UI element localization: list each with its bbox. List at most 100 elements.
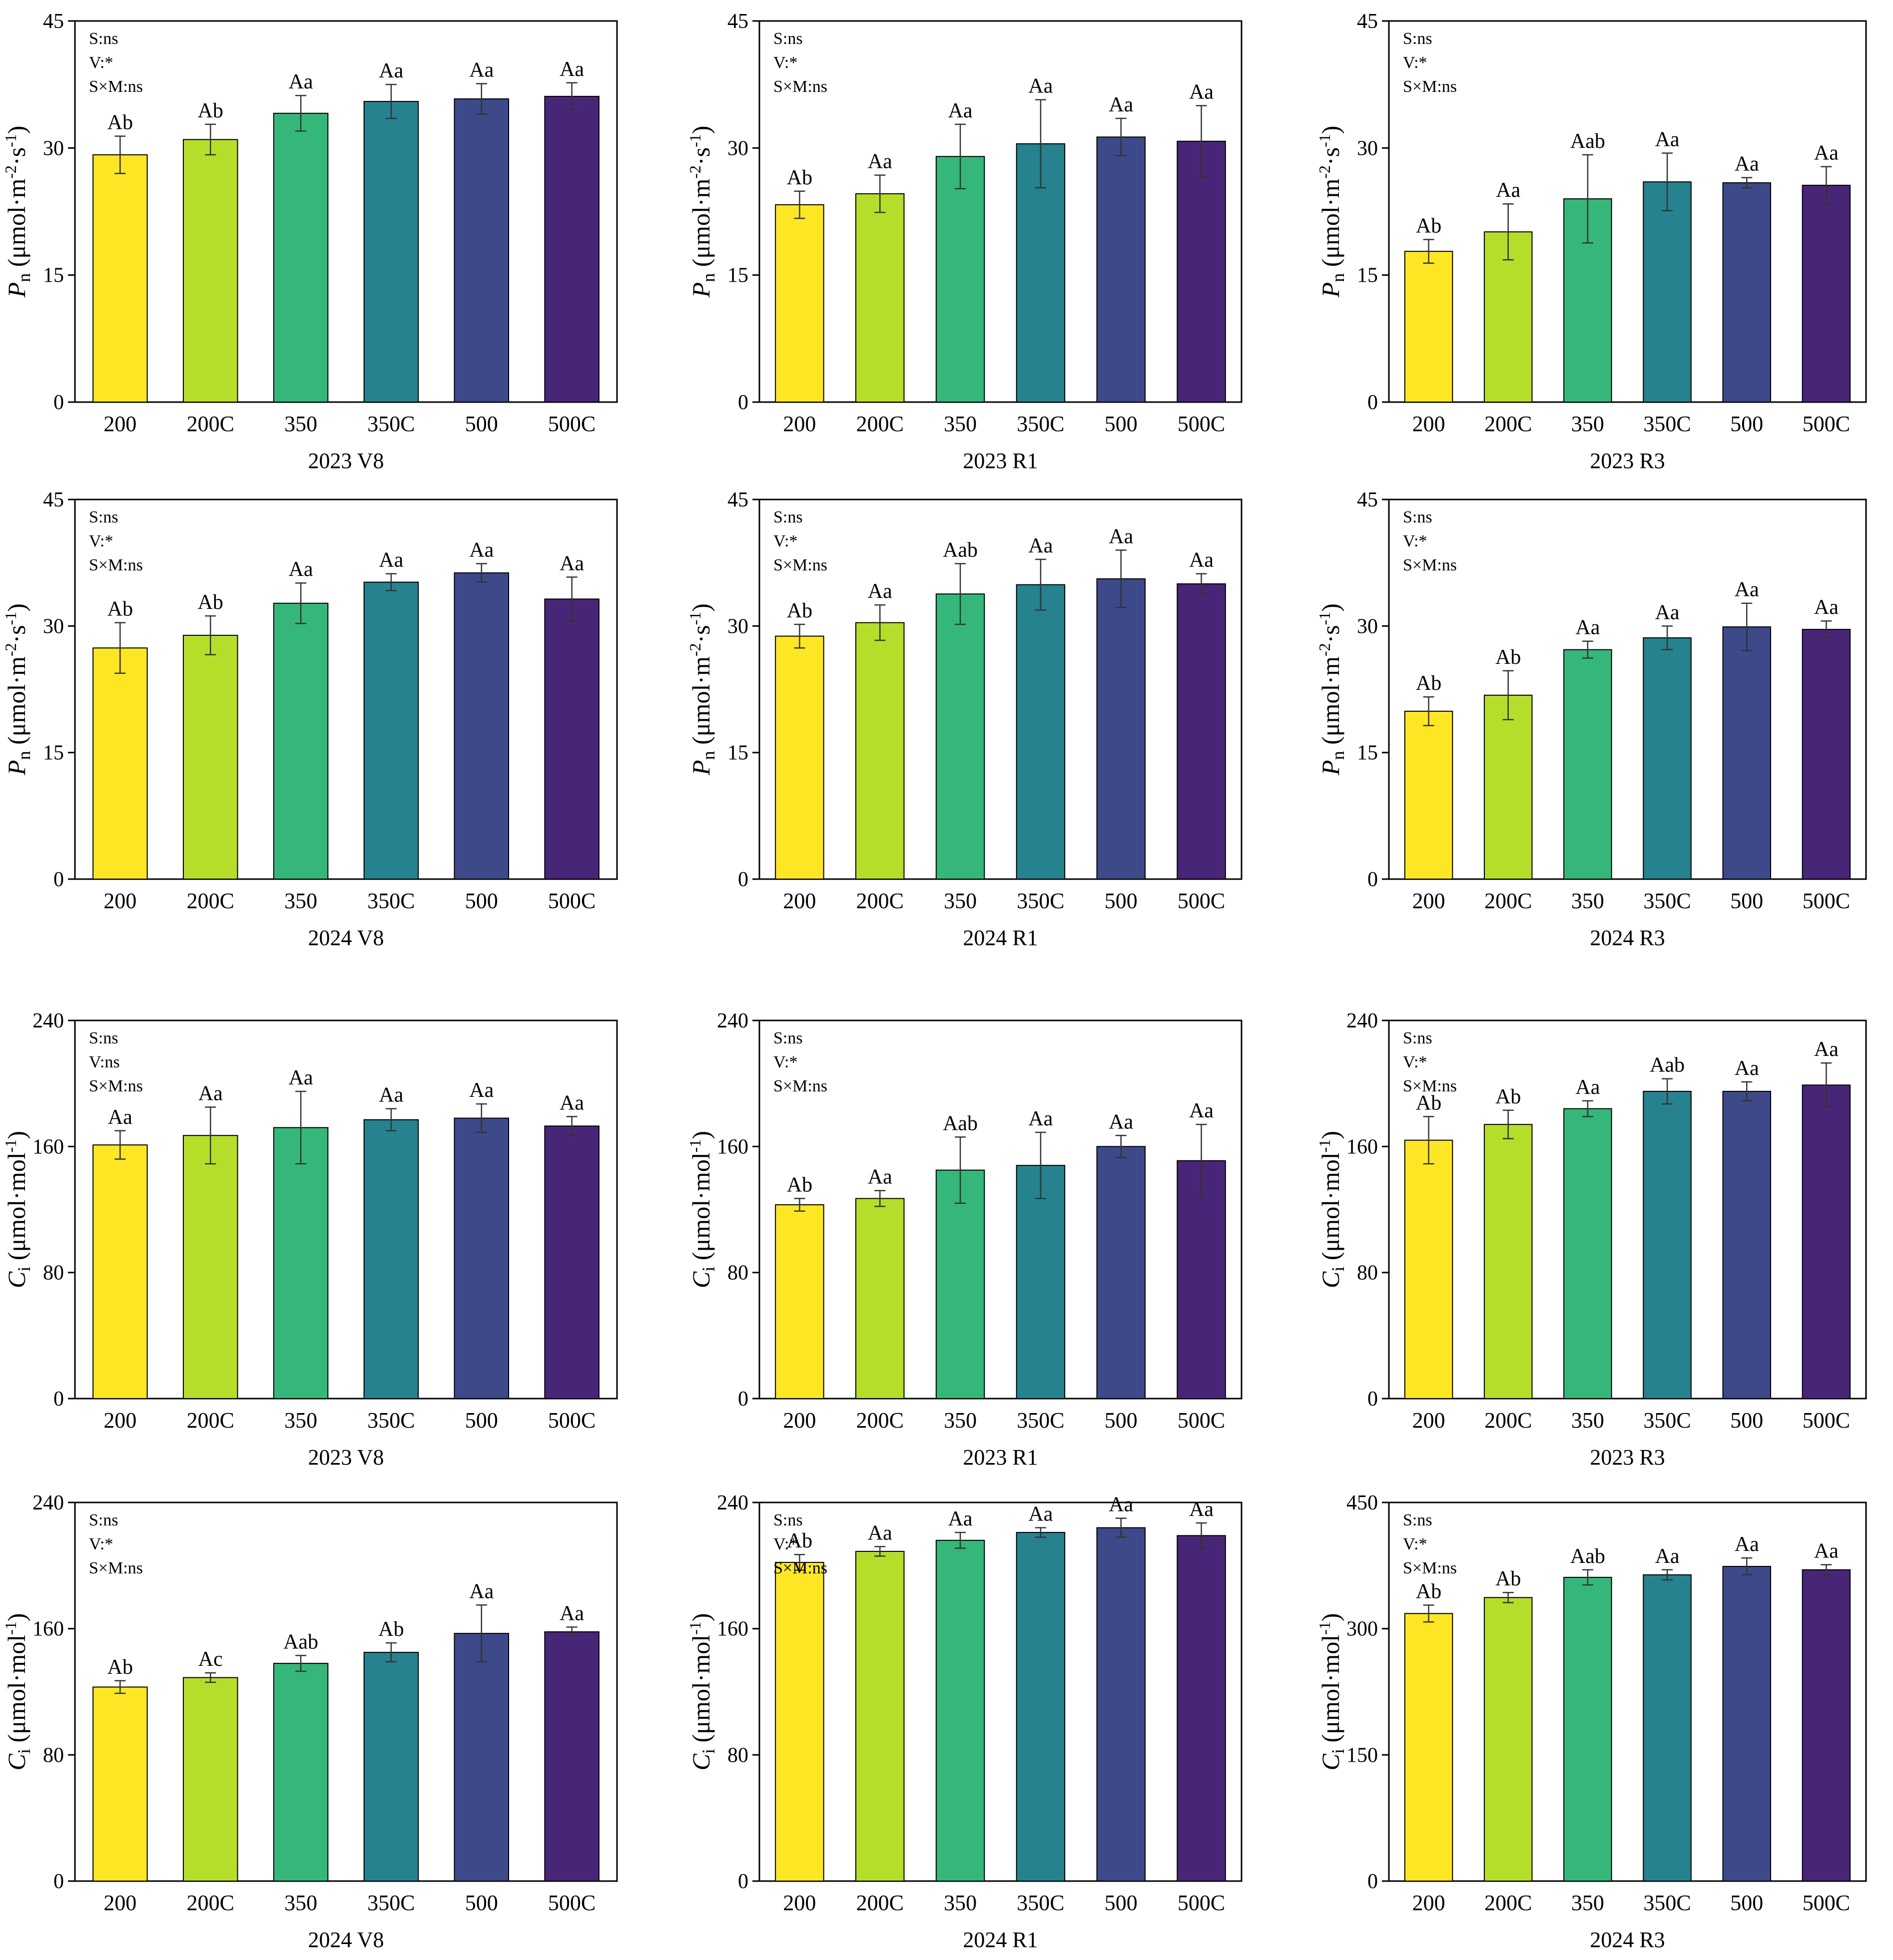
bar-200 xyxy=(92,1144,148,1400)
significance-letter: Aa xyxy=(198,1082,223,1105)
y-axis-label: Ci (μmol·mol-1) xyxy=(1315,1613,1348,1771)
bar-500c xyxy=(1802,1569,1851,1882)
bar-500 xyxy=(454,1633,509,1882)
x-tick-label: 350C xyxy=(1643,412,1691,436)
bar-350c xyxy=(363,581,419,880)
bar-350c xyxy=(363,101,419,403)
y-tick-label: 15 xyxy=(1357,264,1378,287)
stats-annotation: S:ns xyxy=(773,1511,803,1529)
x-tick-label: 200 xyxy=(783,412,816,436)
bar-350c xyxy=(1643,181,1692,403)
significance-letter: Aa xyxy=(1028,1107,1053,1130)
x-tick-label: 500C xyxy=(1803,412,1850,436)
x-tick-label: 500 xyxy=(1105,1408,1138,1433)
y-tick-label: 240 xyxy=(32,1009,64,1032)
stats-annotation: V:* xyxy=(773,1053,797,1071)
x-tick-label: 350 xyxy=(944,1408,977,1433)
bar-500c xyxy=(1177,583,1226,880)
panel-title: 2023 R1 xyxy=(963,449,1038,473)
panel-title: 2024 R3 xyxy=(1590,926,1665,950)
stats-annotation: V:* xyxy=(773,1535,797,1553)
stats-annotation: S×M:ns xyxy=(89,1077,143,1095)
x-tick-label: 200 xyxy=(783,889,816,913)
chart-panel-9: 0 80 160 240 Ab 200 Ab 200C Aa 350 Aab 350C Aa 500 Aa 5… xyxy=(1315,1009,1867,1470)
x-tick-label: 350C xyxy=(1643,1408,1691,1433)
bar-350c xyxy=(1016,1165,1066,1400)
x-tick-label: 350C xyxy=(1643,1891,1691,1915)
stats-annotation: S×M:ns xyxy=(1403,556,1457,574)
significance-letter: Ab xyxy=(1416,672,1441,695)
x-tick-label: 200C xyxy=(187,1408,234,1433)
significance-letter: Ab xyxy=(787,599,812,622)
y-tick-label: 0 xyxy=(738,1388,748,1411)
y-tick-label: 0 xyxy=(53,1870,64,1893)
chart-panel-3: 0 15 30 45 Ab 200 Aa 200C Aab 350 Aa 350C Aa 500 Aa 500… xyxy=(1315,10,1867,473)
x-tick-label: 200 xyxy=(783,1408,816,1433)
significance-letter: Aa xyxy=(1028,75,1053,98)
x-tick-label: 350C xyxy=(1017,889,1064,913)
y-tick-label: 160 xyxy=(32,1618,64,1641)
stats-annotation: V:* xyxy=(1403,532,1427,550)
significance-letter: Aa xyxy=(560,1091,584,1114)
significance-letter: Ab xyxy=(107,1656,133,1679)
chart-panel-12: 0 150 300 450 Ab 200 Ab 200C Aab 350 Aa 350C Aa 500 Aa… xyxy=(1315,1491,1867,1952)
bar-500c xyxy=(544,1631,600,1882)
significance-letter: Aa xyxy=(1189,1099,1214,1122)
y-tick-label: 30 xyxy=(727,615,748,638)
stats-annotation: S×M:ns xyxy=(773,1077,827,1095)
x-tick-label: 500C xyxy=(1178,889,1225,913)
significance-letter: Ab xyxy=(1416,1580,1441,1603)
significance-letter: Aa xyxy=(108,1106,132,1129)
bar-350c xyxy=(1016,1532,1066,1882)
bar-200c xyxy=(1484,694,1533,880)
significance-letter: Ab xyxy=(198,99,223,122)
stats-annotation: V:* xyxy=(89,532,113,550)
bar-200 xyxy=(1404,710,1453,880)
plot-frame xyxy=(1388,498,1867,880)
panel-title: 2023 V8 xyxy=(308,449,384,473)
significance-letter: Aa xyxy=(868,580,892,603)
bar-350 xyxy=(1563,649,1612,880)
x-tick-label: 350C xyxy=(1643,889,1691,913)
y-axis-label: Pn (μmol·m-2·s-1) xyxy=(1,126,34,298)
bar-500c xyxy=(544,1125,600,1399)
stats-annotation: V:* xyxy=(89,53,113,72)
y-tick-label: 0 xyxy=(53,868,64,891)
plot-frame xyxy=(758,498,1243,880)
x-tick-label: 200C xyxy=(856,1891,904,1915)
x-tick-label: 350C xyxy=(1017,412,1064,436)
bar-200c xyxy=(183,634,238,880)
y-axis-label: Pn (μmol·m-2·s-1) xyxy=(1315,603,1348,776)
significance-letter: Aa xyxy=(1655,128,1680,151)
significance-letter: Ab xyxy=(1495,1085,1521,1108)
significance-letter: Aa xyxy=(1655,1545,1680,1568)
chart-panel-8: 0 80 160 240 Ab 200 Aa 200C Aab 350 Aa 350C Aa 500 Aa 5… xyxy=(686,1009,1243,1470)
y-axis-label: Ci (μmol·mol-1) xyxy=(1,1131,34,1288)
x-tick-label: 200 xyxy=(783,1891,816,1915)
bar-500 xyxy=(1722,1090,1771,1399)
x-tick-label: 200 xyxy=(103,1891,136,1915)
x-tick-label: 200C xyxy=(1484,412,1532,436)
x-tick-label: 350C xyxy=(1017,1408,1064,1433)
bar-350 xyxy=(1563,1576,1612,1882)
significance-letter: Aa xyxy=(1735,1057,1759,1080)
bar-350 xyxy=(273,1663,329,1882)
x-tick-label: 500C xyxy=(1803,889,1850,913)
significance-letter: Aa xyxy=(1109,93,1133,116)
stats-annotation: V:* xyxy=(773,53,797,72)
bar-350 xyxy=(1563,1108,1612,1399)
y-tick-label: 0 xyxy=(738,868,748,891)
significance-letter: Aa xyxy=(289,558,313,581)
bar-350 xyxy=(935,1169,985,1399)
panel-title: 2023 R3 xyxy=(1590,449,1665,473)
y-tick-label: 30 xyxy=(43,137,64,160)
y-tick-label: 15 xyxy=(1357,742,1378,765)
bar-200 xyxy=(775,1562,824,1882)
stats-annotation: V:* xyxy=(1403,53,1427,72)
panel-title: 2024 R1 xyxy=(963,926,1038,950)
bar-500c xyxy=(1802,629,1851,880)
significance-letter: Aa xyxy=(1109,525,1133,548)
x-tick-label: 500C xyxy=(1803,1408,1850,1433)
plot-frame xyxy=(74,498,618,880)
significance-letter: Aa xyxy=(1735,578,1759,601)
